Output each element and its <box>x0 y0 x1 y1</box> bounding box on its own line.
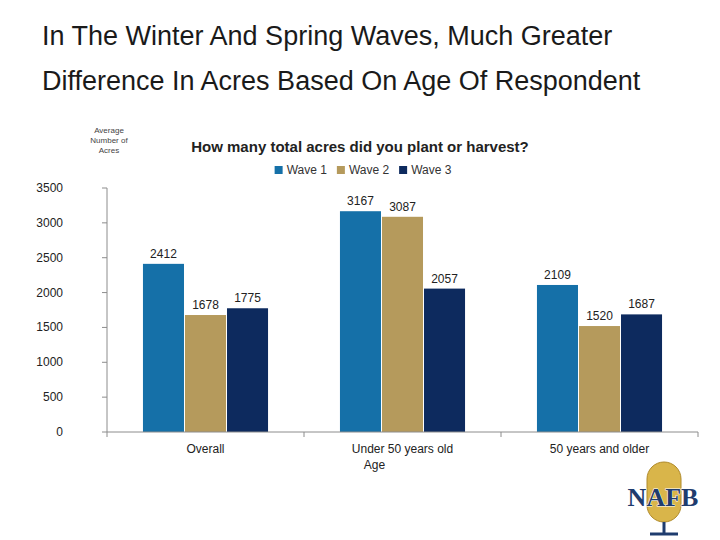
legend-label: Wave 3 <box>411 163 452 177</box>
y-tick-mark <box>102 257 107 258</box>
y-tick-mark <box>102 292 107 293</box>
chart-subtitle: How many total acres did you plant or ha… <box>191 138 529 155</box>
bar <box>537 285 578 432</box>
y-tick-mark <box>102 362 107 363</box>
legend-swatch <box>337 166 345 174</box>
x-tick-mark <box>501 432 502 437</box>
y-axis-label: Average Number of Acres <box>84 126 134 156</box>
data-label: 1687 <box>628 297 655 311</box>
data-label: 2412 <box>150 247 177 261</box>
y-tick-mark <box>102 222 107 223</box>
y-tick-mark <box>102 432 107 433</box>
logo-base <box>650 533 678 536</box>
bar <box>424 289 465 432</box>
logo: NAFB <box>628 462 699 534</box>
y-tick-label: 3000 <box>36 216 63 230</box>
x-tick-label: Under 50 years old <box>352 442 453 456</box>
x-axis-line <box>107 432 698 433</box>
legend-item: Wave 2 <box>337 163 390 177</box>
bar <box>621 314 662 432</box>
axes: 0 500 1000 1500 2000 2500 3000 3500 Overall Under… <box>36 181 698 472</box>
legend-label: Wave 2 <box>349 163 390 177</box>
bar <box>143 264 184 432</box>
legend-item: Wave 1 <box>275 163 328 177</box>
y-tick-label: 2000 <box>36 286 63 300</box>
y-axis-line <box>107 188 108 432</box>
data-label: 1678 <box>192 298 219 312</box>
data-labels: 2412 3167 2109 1678 3087 1520 1775 2057 1687 <box>150 194 655 323</box>
chart: How many total acres did you plant or ha… <box>0 0 720 540</box>
y-tick-mark <box>102 188 107 189</box>
data-label: 3087 <box>389 200 416 214</box>
y-tick-label: 1500 <box>36 320 63 334</box>
y-tick-mark <box>102 397 107 398</box>
bar <box>185 315 226 432</box>
bar <box>227 308 268 432</box>
data-label: 2057 <box>431 272 458 286</box>
y-tick-mark <box>102 327 107 328</box>
legend: Wave 1 Wave 2 Wave 3 <box>275 163 452 177</box>
y-tick-label: 500 <box>43 390 63 404</box>
x-axis-label: Age <box>364 458 386 472</box>
x-tick-label: 50 years and older <box>550 442 649 456</box>
y-tick-label: 0 <box>56 425 63 439</box>
data-label: 2109 <box>544 268 571 282</box>
bar <box>382 217 423 432</box>
x-tick-mark <box>107 432 108 437</box>
y-tick-label: 2500 <box>36 251 63 265</box>
bars <box>143 211 662 432</box>
logo-stand <box>663 522 666 534</box>
x-tick-label: Overall <box>186 442 224 456</box>
data-label: 1775 <box>234 291 261 305</box>
bar <box>340 211 381 432</box>
logo-text: NAFB <box>628 483 699 512</box>
legend-item: Wave 3 <box>399 163 452 177</box>
bar <box>579 326 620 432</box>
legend-swatch <box>399 166 407 174</box>
x-tick-mark <box>304 432 305 437</box>
legend-swatch <box>275 166 283 174</box>
data-label: 3167 <box>347 194 374 208</box>
y-tick-label: 1000 <box>36 355 63 369</box>
legend-label: Wave 1 <box>287 163 328 177</box>
x-tick-mark <box>698 432 699 437</box>
y-tick-label: 3500 <box>36 181 63 195</box>
data-label: 1520 <box>586 309 613 323</box>
slide-title: In The Winter And Spring Waves, Much Gre… <box>42 14 712 104</box>
